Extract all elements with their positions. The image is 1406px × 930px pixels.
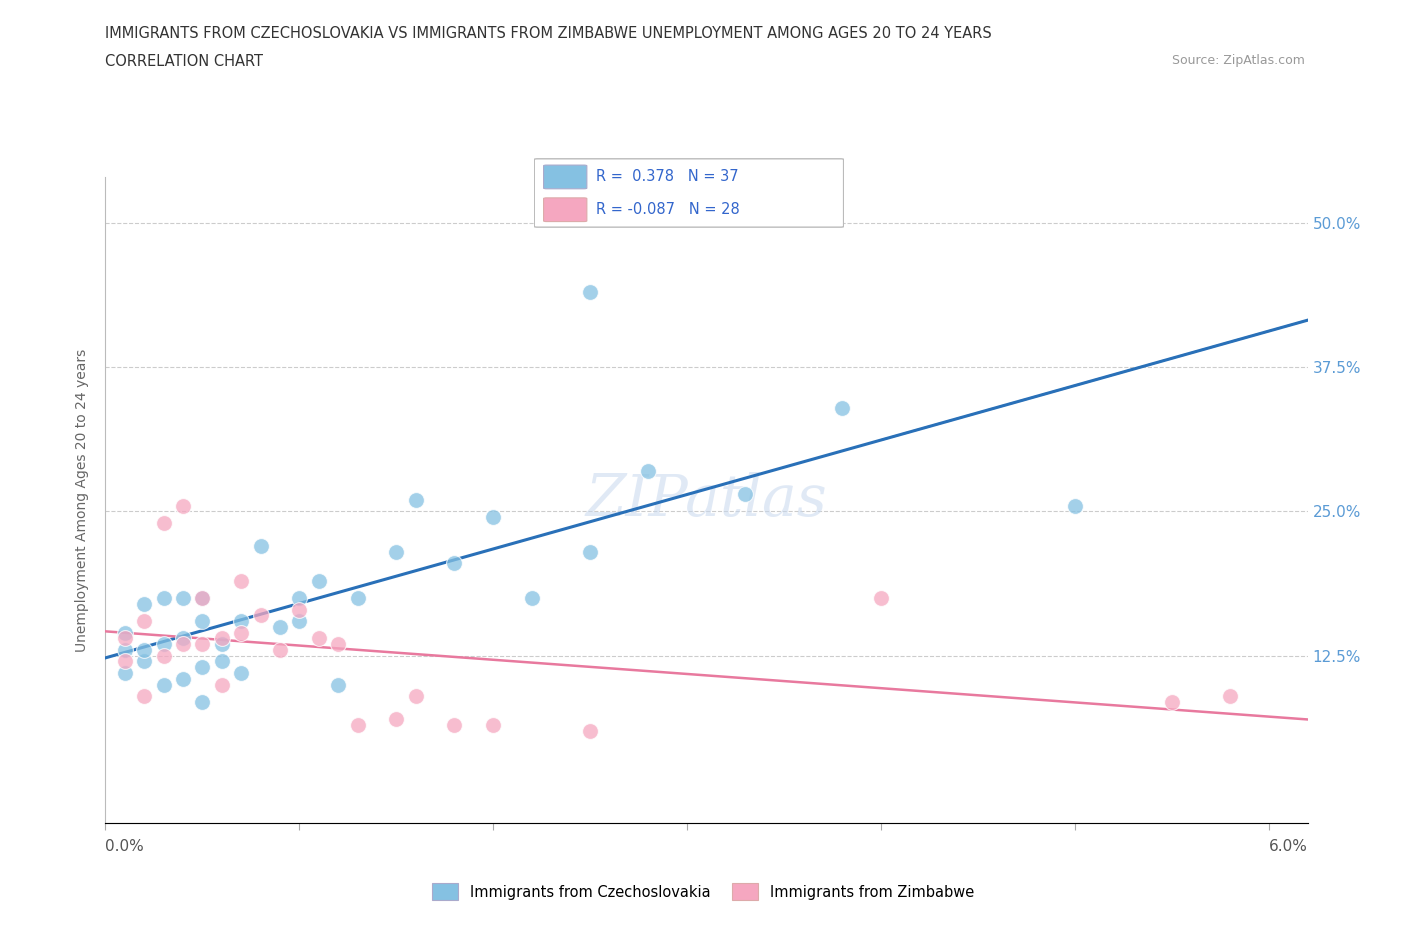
Point [191, 591, 214, 605]
Point [211, 677, 233, 692]
Point [114, 631, 136, 645]
Point [191, 695, 214, 710]
Point [172, 631, 194, 645]
Point [172, 637, 194, 652]
Point [152, 637, 174, 652]
Point [249, 608, 271, 623]
Point [443, 556, 465, 571]
Point [231, 573, 253, 588]
Point [346, 718, 368, 733]
Point [308, 631, 330, 645]
Point [269, 619, 291, 634]
Point [231, 625, 253, 640]
FancyBboxPatch shape [544, 166, 586, 189]
Point [231, 614, 253, 629]
Point [249, 538, 271, 553]
Point [134, 688, 156, 703]
Point [385, 711, 408, 726]
Point [443, 718, 465, 733]
Text: 6.0%: 6.0% [1268, 839, 1308, 854]
Legend: Immigrants from Czechoslovakia, Immigrants from Zimbabwe: Immigrants from Czechoslovakia, Immigran… [426, 878, 980, 906]
Point [114, 666, 136, 681]
Point [308, 573, 330, 588]
Point [1219, 688, 1241, 703]
Point [482, 718, 505, 733]
Point [114, 654, 136, 669]
Text: R = -0.087   N = 28: R = -0.087 N = 28 [596, 202, 740, 218]
Text: CORRELATION CHART: CORRELATION CHART [105, 54, 263, 69]
Text: Source: ZipAtlas.com: Source: ZipAtlas.com [1171, 54, 1305, 67]
Point [211, 637, 233, 652]
Point [1064, 498, 1087, 513]
Point [579, 544, 602, 559]
Point [114, 625, 136, 640]
Point [191, 614, 214, 629]
Point [134, 614, 156, 629]
Point [191, 591, 214, 605]
Point [1160, 695, 1182, 710]
Point [231, 666, 253, 681]
Point [385, 544, 408, 559]
Text: ZIPatlas: ZIPatlas [586, 472, 827, 528]
Text: 0.0%: 0.0% [105, 839, 145, 854]
Point [482, 510, 505, 525]
Point [134, 596, 156, 611]
Y-axis label: Unemployment Among Ages 20 to 24 years: Unemployment Among Ages 20 to 24 years [76, 348, 90, 652]
Point [405, 493, 427, 508]
Point [152, 648, 174, 663]
Point [520, 591, 543, 605]
Point [579, 285, 602, 299]
Point [152, 591, 174, 605]
Point [288, 614, 311, 629]
Point [191, 659, 214, 674]
Point [191, 637, 214, 652]
Point [579, 724, 602, 738]
Point [114, 643, 136, 658]
Point [172, 498, 194, 513]
Point [152, 677, 174, 692]
Point [211, 654, 233, 669]
Point [326, 677, 349, 692]
Point [734, 486, 756, 501]
Point [405, 688, 427, 703]
Point [152, 515, 174, 530]
Point [134, 654, 156, 669]
Point [288, 602, 311, 617]
Point [172, 591, 194, 605]
FancyBboxPatch shape [544, 198, 586, 221]
Point [326, 637, 349, 652]
Point [269, 643, 291, 658]
Point [637, 463, 659, 478]
Text: IMMIGRANTS FROM CZECHOSLOVAKIA VS IMMIGRANTS FROM ZIMBABWE UNEMPLOYMENT AMONG AG: IMMIGRANTS FROM CZECHOSLOVAKIA VS IMMIGR… [105, 26, 993, 41]
Point [346, 591, 368, 605]
Point [211, 631, 233, 645]
Point [172, 671, 194, 686]
Point [831, 400, 853, 415]
Point [134, 643, 156, 658]
FancyBboxPatch shape [534, 159, 844, 227]
Point [288, 591, 311, 605]
Point [870, 591, 893, 605]
Text: R =  0.378   N = 37: R = 0.378 N = 37 [596, 169, 738, 184]
